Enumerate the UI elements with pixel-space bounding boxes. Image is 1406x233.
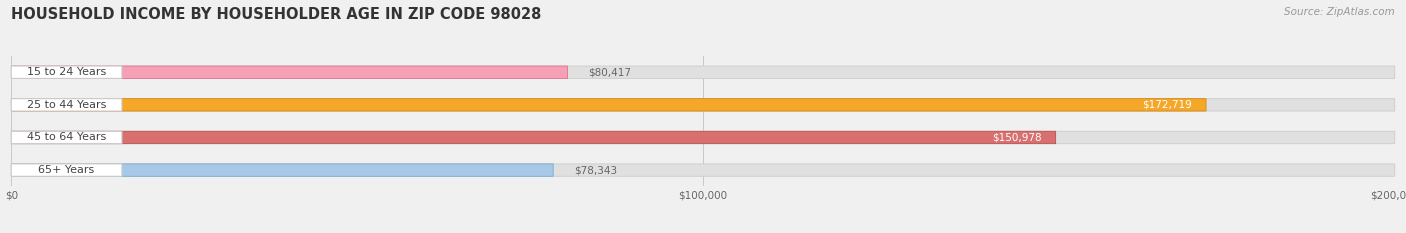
FancyBboxPatch shape [11,66,1395,79]
FancyBboxPatch shape [11,66,122,79]
FancyBboxPatch shape [11,164,122,176]
FancyBboxPatch shape [11,131,1395,144]
Text: Source: ZipAtlas.com: Source: ZipAtlas.com [1284,7,1395,17]
FancyBboxPatch shape [11,131,122,144]
FancyBboxPatch shape [11,99,1395,111]
FancyBboxPatch shape [11,131,1056,144]
FancyBboxPatch shape [11,164,1395,176]
FancyBboxPatch shape [11,99,1206,111]
Text: HOUSEHOLD INCOME BY HOUSEHOLDER AGE IN ZIP CODE 98028: HOUSEHOLD INCOME BY HOUSEHOLDER AGE IN Z… [11,7,541,22]
Text: 65+ Years: 65+ Years [38,165,94,175]
FancyBboxPatch shape [11,66,568,79]
Text: $150,978: $150,978 [993,133,1042,142]
Text: $78,343: $78,343 [574,165,617,175]
Text: 15 to 24 Years: 15 to 24 Years [27,67,107,77]
Text: $172,719: $172,719 [1143,100,1192,110]
FancyBboxPatch shape [11,164,553,176]
Text: $80,417: $80,417 [588,67,631,77]
FancyBboxPatch shape [11,99,122,111]
Text: 45 to 64 Years: 45 to 64 Years [27,133,107,142]
Text: 25 to 44 Years: 25 to 44 Years [27,100,107,110]
